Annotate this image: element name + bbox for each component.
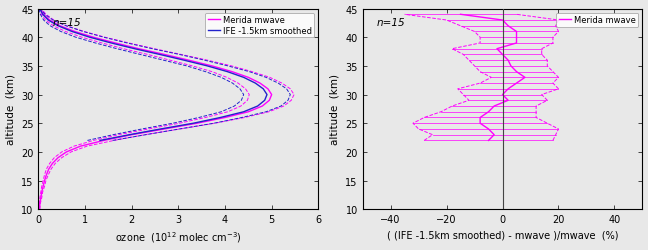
Y-axis label: altitude  (km): altitude (km) [330, 74, 340, 145]
Y-axis label: altitude  (km): altitude (km) [6, 74, 16, 145]
X-axis label: ozone  (10$^{12}$ molec cm$^{-3}$): ozone (10$^{12}$ molec cm$^{-3}$) [115, 230, 242, 244]
Text: n=15: n=15 [52, 18, 81, 28]
Text: n=15: n=15 [376, 18, 405, 28]
Legend: Merida mwave: Merida mwave [557, 14, 638, 28]
X-axis label: ( (IFE -1.5km smoothed) - mwave )/mwave  (%): ( (IFE -1.5km smoothed) - mwave )/mwave … [387, 230, 618, 240]
Legend: Merida mwave, IFE -1.5km smoothed: Merida mwave, IFE -1.5km smoothed [205, 14, 314, 38]
